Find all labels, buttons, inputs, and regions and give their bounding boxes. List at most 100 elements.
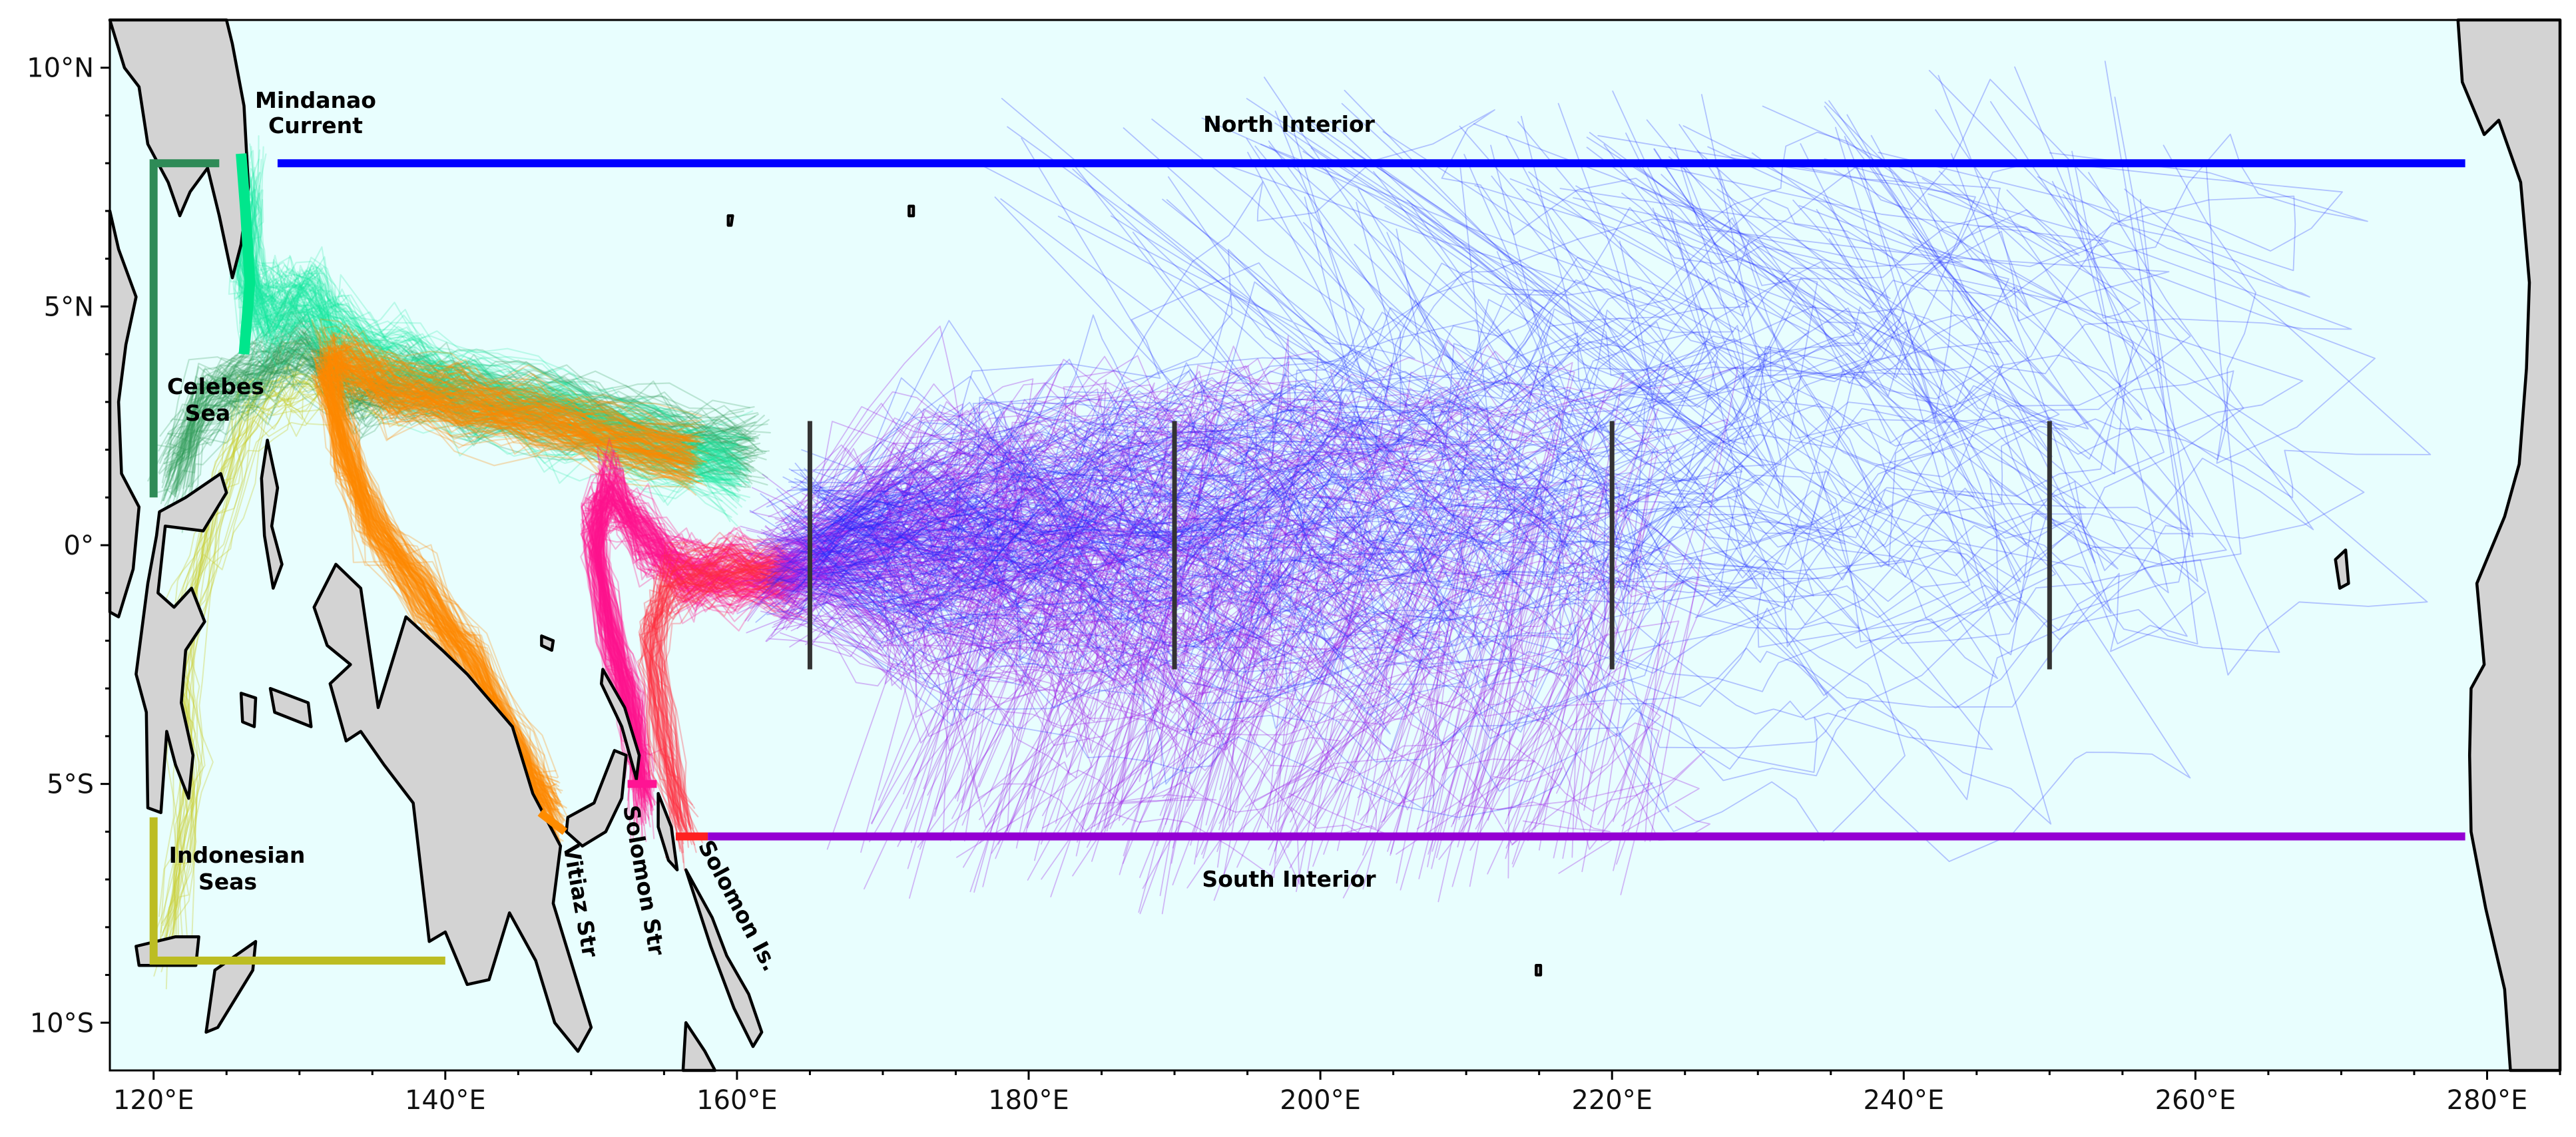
trajectory-south xyxy=(792,395,1528,903)
trajectory-solomonis xyxy=(654,545,794,797)
trajectory-solomonstr xyxy=(587,455,796,791)
trajectory-celebes xyxy=(183,329,747,455)
trajectory-celebes xyxy=(168,338,758,453)
trajectory-mindanao xyxy=(238,190,750,468)
trajectory-vitiaz xyxy=(322,347,700,787)
trajectory-celebes xyxy=(178,354,757,491)
trajectory-celebes xyxy=(188,348,759,467)
trajectory-mindanao xyxy=(242,194,721,493)
land-admiralty xyxy=(540,634,555,652)
trajectory-north xyxy=(803,140,1402,519)
trajectory-vitiaz xyxy=(321,357,698,836)
trajectory-solomonis xyxy=(643,561,772,842)
trajectory-solomonstr xyxy=(590,484,799,803)
trajectory-north xyxy=(811,105,2188,644)
trajectory-south xyxy=(803,489,1027,825)
trajectory-mindanao xyxy=(244,189,738,491)
trajectory-north xyxy=(749,161,2052,825)
trajectory-south xyxy=(796,429,1174,766)
trajectory-solomonstr xyxy=(593,491,802,816)
trajectory-solomonstr xyxy=(590,518,794,839)
trajectory-solomonstr xyxy=(597,489,795,823)
trajectory-north xyxy=(777,144,1768,561)
trajectory-north xyxy=(814,164,2109,586)
trajectory-south xyxy=(793,489,1536,855)
trajectory-vitiaz xyxy=(314,356,694,799)
trajectory-south xyxy=(802,388,1103,887)
trajectory-south xyxy=(807,553,1142,881)
trajectory-south xyxy=(810,533,1236,847)
trajectory-south xyxy=(794,465,1123,845)
trajectory-solomonstr xyxy=(583,485,801,799)
trajectory-north xyxy=(814,193,2376,613)
trajectory-mindanao xyxy=(244,192,738,527)
trajectory-mindanao xyxy=(245,205,731,487)
trajectory-north xyxy=(791,153,2112,614)
y-tick-label: 10°S xyxy=(30,1008,94,1038)
trajectory-vitiaz xyxy=(311,319,696,818)
trajectory-north xyxy=(766,146,1895,616)
trajectory-south xyxy=(790,418,1482,854)
trajectory-south xyxy=(788,594,1465,899)
trajectory-south xyxy=(765,444,1441,879)
trajectory-solomonstr xyxy=(599,449,798,794)
trajectory-south xyxy=(796,553,1611,878)
trajectory-south xyxy=(781,549,1431,778)
boundary-indonesian-seas xyxy=(149,817,445,965)
trajectory-vitiaz xyxy=(321,377,700,817)
trajectory-solomonis xyxy=(658,567,788,829)
trajectory-north xyxy=(854,168,1573,668)
trajectory-south xyxy=(764,507,1049,841)
trajectory-celebes xyxy=(147,331,751,482)
trajectory-north xyxy=(814,143,1709,561)
trajectory-south xyxy=(780,477,961,850)
trajectory-solomonis xyxy=(639,561,777,859)
trajectory-south xyxy=(800,477,1651,805)
trajectory-north xyxy=(796,103,1651,545)
trajectory-solomonstr xyxy=(601,487,791,811)
trajectory-north xyxy=(813,100,1985,594)
trajectory-south xyxy=(752,444,1056,843)
x-tick-label: 280°E xyxy=(2447,1085,2528,1116)
trajectory-south xyxy=(776,590,1428,799)
trajectory-celebes xyxy=(170,345,756,477)
trajectory-north xyxy=(860,223,2089,638)
trajectory-celebes xyxy=(158,364,754,475)
trajectory-solomonstr xyxy=(595,482,799,748)
trajectory-south xyxy=(806,527,1470,798)
trajectory-north xyxy=(873,159,1665,605)
trajectory-vitiaz xyxy=(322,355,698,805)
trajectory-celebes xyxy=(165,337,750,471)
trajectory-north xyxy=(826,127,1416,543)
trajectory-vitiaz xyxy=(319,356,680,804)
trajectory-solomonstr xyxy=(583,493,802,811)
trajectory-vitiaz xyxy=(331,350,707,811)
trajectory-south xyxy=(802,525,1585,827)
trajectory-south xyxy=(782,404,1519,867)
trajectory-indonesian xyxy=(166,336,407,955)
trajectory-south xyxy=(791,409,1308,875)
trajectory-north xyxy=(834,122,1552,568)
trajectory-north xyxy=(841,150,2169,623)
trajectory-vitiaz xyxy=(323,351,703,817)
land-new-britain xyxy=(565,749,628,848)
trajectory-mindanao xyxy=(242,180,722,467)
trajectory-celebes xyxy=(159,349,758,459)
trajectory-celebes xyxy=(181,310,767,457)
trajectory-mindanao xyxy=(234,236,750,474)
trajectory-indonesian xyxy=(158,355,406,917)
trajectory-celebes xyxy=(164,343,738,460)
trajectory-celebes xyxy=(174,314,759,457)
trajectory-north xyxy=(804,175,1861,650)
trajectory-vitiaz xyxy=(340,351,701,823)
trajectory-celebes xyxy=(158,357,760,473)
trajectory-vitiaz xyxy=(313,375,698,827)
trajectory-solomonstr xyxy=(590,507,799,788)
trajectory-mindanao xyxy=(228,186,745,481)
trajectory-north xyxy=(867,148,1998,679)
trajectory-celebes xyxy=(177,340,757,461)
trajectories-north xyxy=(748,61,2432,862)
trajectory-north xyxy=(827,185,2087,634)
trajectory-solomonstr xyxy=(587,491,791,800)
trajectory-south xyxy=(789,520,1439,835)
